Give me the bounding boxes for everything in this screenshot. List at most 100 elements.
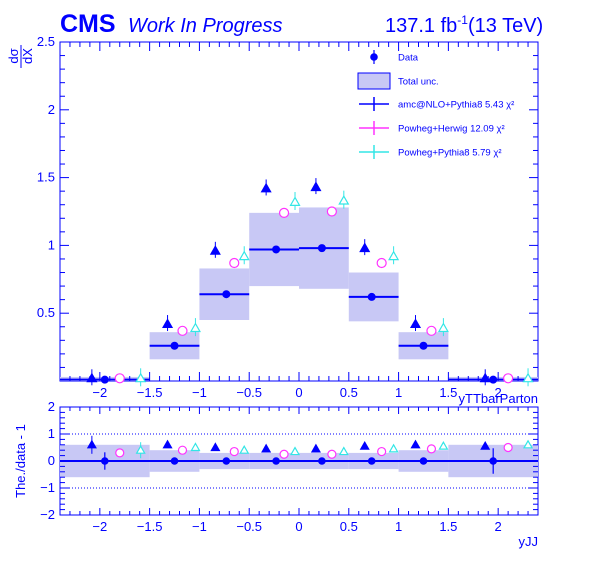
amc-marker xyxy=(310,181,322,192)
data-point xyxy=(100,375,109,384)
pythia-marker xyxy=(189,322,201,333)
ratio-amc-marker xyxy=(162,439,173,449)
ratio-herwig-marker xyxy=(177,445,188,455)
data-point xyxy=(272,245,281,254)
main-y-tick-label: 1.5 xyxy=(37,170,55,185)
ratio-x-tick-label: 0 xyxy=(295,519,302,534)
herwig-marker xyxy=(229,257,240,269)
ratio-amc-marker xyxy=(210,442,221,452)
ratio-pythia-marker xyxy=(338,446,349,456)
amc-marker xyxy=(260,182,272,193)
amc-marker xyxy=(209,245,221,255)
ratio-amc-marker xyxy=(261,443,272,453)
lumi-exponent: -1 xyxy=(457,13,468,27)
legend-band-marker xyxy=(357,72,391,90)
ratio-herwig-marker xyxy=(279,449,289,459)
data-point xyxy=(317,244,326,253)
ratio-pythia-marker xyxy=(190,442,201,452)
herwig-marker xyxy=(326,206,337,217)
amc-marker xyxy=(86,372,98,383)
ratio-pythia-marker xyxy=(289,446,301,456)
data-point xyxy=(419,341,428,350)
amc-marker xyxy=(359,242,371,253)
ratio-data-point xyxy=(222,457,231,465)
main-ylabel-numerator: dσ xyxy=(6,48,21,63)
legend-label: Powheg+Herwig 12.09 χ² xyxy=(398,124,505,135)
lumi-value: 137.1 fb xyxy=(385,15,457,37)
ratio-pythia-marker xyxy=(135,444,146,454)
ratio-x-axis-title: yJJ xyxy=(519,534,539,549)
herwig-marker xyxy=(278,207,290,218)
ratio-y-axis-title: The./data - 1 xyxy=(13,424,28,498)
main-x-axis-title: yTTbarParton xyxy=(459,391,538,406)
pythia-marker xyxy=(522,372,534,383)
main-x-tick-label: −1 xyxy=(192,385,207,400)
lumi-label: 137.1 fb-1(13 TeV) xyxy=(385,13,543,37)
legend-chi2: χ² xyxy=(504,100,515,111)
ratio-data-point xyxy=(170,457,179,465)
ratio-x-tick-label: −1.5 xyxy=(137,519,163,534)
ratio-amc-marker xyxy=(480,440,491,450)
main-x-tick-label: 1 xyxy=(395,385,402,400)
main-y-tick-label: 0.5 xyxy=(37,305,55,320)
legend-label: amc@NLO+Pythia8 5.43 χ² xyxy=(398,100,514,111)
energy-value: (13 TeV) xyxy=(468,15,543,37)
status-label: Work In Progress xyxy=(128,15,282,37)
ratio-panel: −2 −1 0 1 2 −2 −1.5 −1 −0.5 0 0.5 1 1.5 2 yJJ The./data… xyxy=(13,399,539,549)
ratio-herwig-marker xyxy=(229,446,239,457)
ratio-y-tick-label: 0 xyxy=(48,453,55,468)
main-y-tick-label: 1 xyxy=(48,237,55,252)
ratio-data-point xyxy=(489,457,497,465)
pythia-marker xyxy=(135,372,147,383)
ratio-data-point xyxy=(318,457,326,465)
pythia-marker xyxy=(437,322,449,333)
main-y-tick-label: 2 xyxy=(48,102,55,117)
ratio-herwig-marker xyxy=(115,448,125,458)
ratio-y-tick-label: −2 xyxy=(40,507,55,522)
main-panel: 0.511.522.5−2 −1.5 −1 −0.5 0 0.5 1 1.5 2yTTbarPa… xyxy=(37,34,539,406)
herwig-marker xyxy=(503,373,514,384)
main-x-tick-label: −1.5 xyxy=(137,385,163,400)
ratio-pythia-marker xyxy=(438,440,449,450)
legend-chi2: χ² xyxy=(491,148,502,159)
ratio-data-point xyxy=(101,457,109,465)
ratio-pythia-marker xyxy=(523,439,534,449)
experiment-label: CMS xyxy=(60,10,116,38)
ratio-x-tick-label: 2 xyxy=(495,519,502,534)
main-x-tick-label: 1.5 xyxy=(439,385,457,400)
ratio-y-tick-label: −1 xyxy=(40,480,55,495)
ratio-y-tick-label: 1 xyxy=(48,426,55,441)
main-x-tick-label: −2 xyxy=(92,385,107,400)
legend-label-text: Powheg+Herwig 12.09 xyxy=(398,124,494,135)
legend-label-text: amc@NLO+Pythia8 5.43 xyxy=(398,100,504,111)
ratio-x-tick-label: 1 xyxy=(395,519,402,534)
ratio-x-tick-label: −1 xyxy=(192,519,207,534)
ratio-herwig-marker xyxy=(426,444,437,454)
ratio-pythia-marker xyxy=(388,443,399,453)
herwig-marker xyxy=(177,325,188,336)
data-point xyxy=(222,290,231,299)
ratio-herwig-marker xyxy=(377,446,387,457)
ratio-data-point xyxy=(367,457,376,465)
legend-label: Powheg+Pythia8 5.79 χ² xyxy=(398,148,502,159)
ratio-data-point xyxy=(272,457,280,465)
legend-label-text: Total unc. xyxy=(398,77,439,88)
legend-label: Total unc. xyxy=(398,77,439,88)
ratio-amc-marker xyxy=(410,439,421,449)
main-x-tick-label: 0 xyxy=(295,385,302,400)
herwig-marker xyxy=(426,325,437,336)
amc-marker xyxy=(409,318,422,329)
main-x-tick-label: 0.5 xyxy=(340,385,358,400)
ratio-x-tick-label: 1.5 xyxy=(439,519,457,534)
amc-marker xyxy=(479,372,491,383)
ratio-x-tick-label: −0.5 xyxy=(236,519,262,534)
pythia-marker xyxy=(238,250,250,261)
ratio-y-tick-label: 2 xyxy=(48,399,55,414)
main-ylabel-denominator: dX xyxy=(20,48,35,64)
data-point xyxy=(170,341,179,350)
ratio-amc-marker xyxy=(359,440,370,450)
ratio-herwig-marker xyxy=(327,449,337,459)
pythia-marker xyxy=(338,194,350,205)
pythia-marker xyxy=(388,250,400,261)
